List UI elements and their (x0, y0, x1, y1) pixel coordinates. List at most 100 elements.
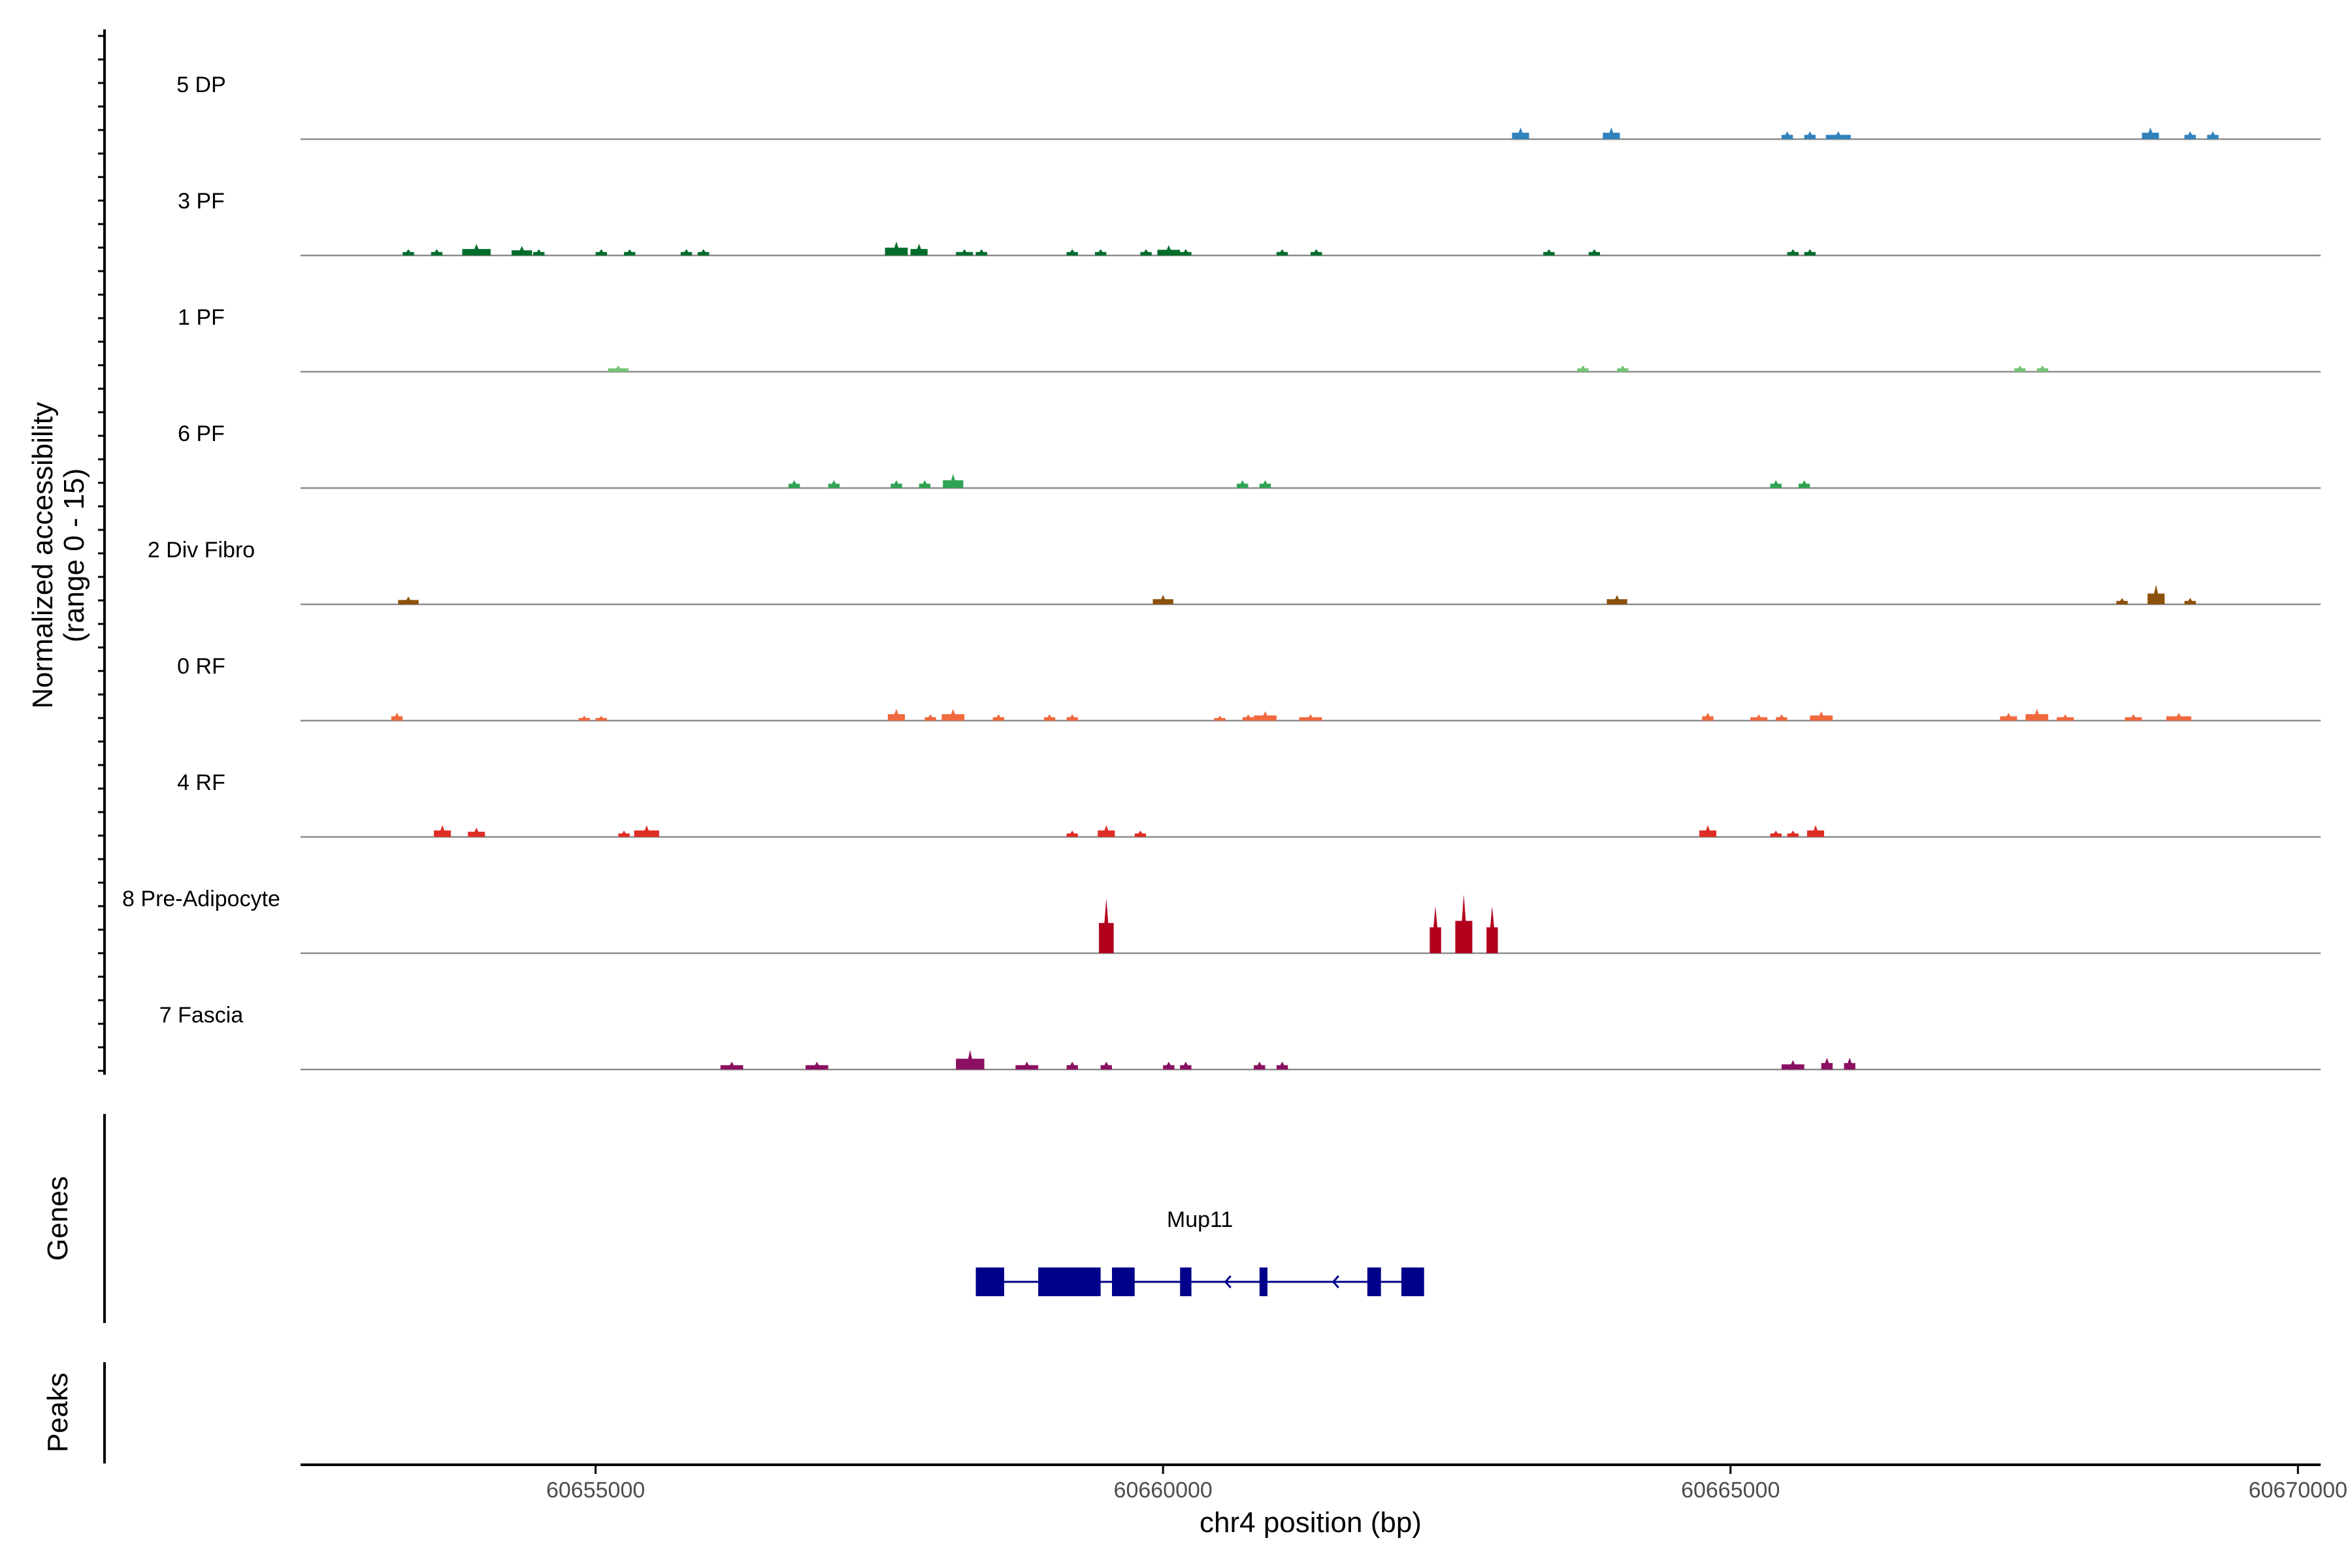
coverage-peak (1781, 1060, 1805, 1070)
coverage-peak (720, 1062, 743, 1070)
coverage-peak (1100, 1062, 1113, 1070)
coverage-peak (1798, 480, 1810, 488)
coverage-peak (1577, 365, 1589, 372)
coverage-peak (1750, 714, 1768, 721)
x-tick-label: 60660000 (1114, 1478, 1213, 1503)
track-5-dp: 5 DP (176, 73, 2321, 140)
coverage-peak (943, 474, 964, 488)
gene-exon (975, 1267, 1004, 1296)
coverage-peak (887, 709, 905, 721)
coverage-peak (434, 825, 451, 837)
coverage-peak (2025, 709, 2049, 721)
coverage-peak (1603, 127, 1620, 139)
coverage-peak (608, 365, 629, 372)
coverage-peak (1781, 131, 1793, 139)
coverage-peak (1134, 830, 1147, 837)
coverage-peak (1311, 249, 1322, 255)
coverage-peak (1015, 1062, 1039, 1070)
coverage-peak (1276, 249, 1288, 255)
coverage-peak (806, 1062, 828, 1070)
coverage-peak (2142, 127, 2159, 139)
coverage-peak (1617, 365, 1629, 372)
genes-panel-title: Genes (42, 1176, 74, 1261)
coverage-peak (468, 827, 485, 837)
coverage-peak (1299, 714, 1322, 721)
coverage-peak (595, 715, 608, 721)
strand-arrow-icon (1224, 1275, 1232, 1288)
coverage-peak (1429, 906, 1441, 953)
strand-arrow-icon (1331, 1275, 1339, 1288)
x-axis-ticks: 60655000 60660000 60665000 60670000 (546, 1465, 2347, 1503)
track-8-pre-adipocyte: 8 Pre-Adipocyte (122, 887, 2321, 955)
coverage-peak (1254, 711, 1277, 721)
coverage-peak (924, 714, 936, 721)
coverage-tracks: 5 DP 3 PF 1 PF 6 PF 2 Div Fibro 0 RF 4 RF 8 Pre… (122, 73, 2321, 1071)
coverage-peak (1259, 480, 1271, 488)
coverage-peak (1180, 1062, 1192, 1070)
coverage-peak (595, 249, 608, 255)
track-label: 6 PF (178, 421, 225, 446)
coverage-peak (1066, 1062, 1078, 1070)
coverage-peak (956, 1050, 985, 1070)
coverage-peak (624, 249, 636, 255)
coverage-peak (910, 244, 928, 255)
coverage-peak (828, 480, 840, 488)
coverage-peak (2000, 713, 2017, 721)
coverage-peak (2036, 365, 2049, 372)
coverage-peak (2184, 598, 2196, 604)
coverage-peak (1607, 595, 1627, 604)
coverage-peak (1702, 713, 1714, 721)
gene-name-label: Mup11 (1167, 1207, 1233, 1232)
coverage-peak (885, 241, 908, 255)
coverage-peak (391, 713, 403, 721)
coverage-peak (1242, 714, 1254, 721)
y-axis-title-line1: Normalized accessibility (27, 402, 59, 708)
coverage-peak (2057, 714, 2074, 721)
coverage-peak (788, 480, 800, 488)
coverage-peak (2184, 131, 2196, 139)
track-label: 1 PF (178, 305, 225, 330)
coverage-peak (680, 249, 693, 255)
coverage-peak (956, 249, 973, 255)
coverage-peak (2166, 713, 2191, 721)
coverage-peak (462, 244, 491, 255)
x-axis: 60655000 60660000 60665000 60670000 chr4 po… (301, 1463, 2347, 1539)
coverage-peak (1094, 249, 1107, 255)
y-axis-ticks (98, 35, 105, 1072)
coverage-peak (1512, 127, 1529, 139)
coverage-peak (697, 249, 710, 255)
coverage-peak (1844, 1058, 1855, 1070)
track-0-rf: 0 RF (177, 654, 2321, 722)
track-label: 0 RF (177, 654, 225, 679)
x-tick-label: 60655000 (546, 1478, 645, 1503)
coverage-peak (1157, 245, 1181, 255)
coverage-peak (1787, 249, 1799, 255)
coverage-peak (1237, 480, 1249, 488)
gene-exon (1180, 1267, 1192, 1296)
track-7-fascia: 7 Fascia (159, 1003, 2321, 1071)
coverage-peak (578, 715, 590, 721)
peaks-panel: Peaks (42, 1362, 106, 1463)
track-label: 2 Div Fibro (148, 538, 255, 563)
coverage-peak (1455, 894, 1473, 953)
track-1-pf: 1 PF (178, 305, 2321, 373)
coverage-peak (1810, 711, 1833, 721)
gene-exon (1367, 1267, 1381, 1296)
coverage-peak (398, 596, 419, 604)
coverage-peak (1254, 1062, 1266, 1070)
coverage-peak (1066, 830, 1078, 837)
coverage-peak (1776, 714, 1788, 721)
x-tick-label: 60670000 (2249, 1478, 2347, 1503)
x-tick-label: 60665000 (1681, 1478, 1780, 1503)
coverage-peak (1770, 830, 1782, 837)
coverage-peak (1066, 249, 1078, 255)
coverage-peak (919, 480, 931, 488)
track-label: 7 Fascia (159, 1003, 244, 1028)
coverage-peak (1804, 249, 1816, 255)
coverage-peak (1825, 131, 1851, 139)
peaks-panel-title: Peaks (42, 1373, 74, 1452)
coverage-peak (1152, 595, 1173, 604)
coverage-peak (1486, 906, 1498, 953)
coverage-peak (992, 714, 1004, 721)
coverage-peak (1821, 1058, 1833, 1070)
